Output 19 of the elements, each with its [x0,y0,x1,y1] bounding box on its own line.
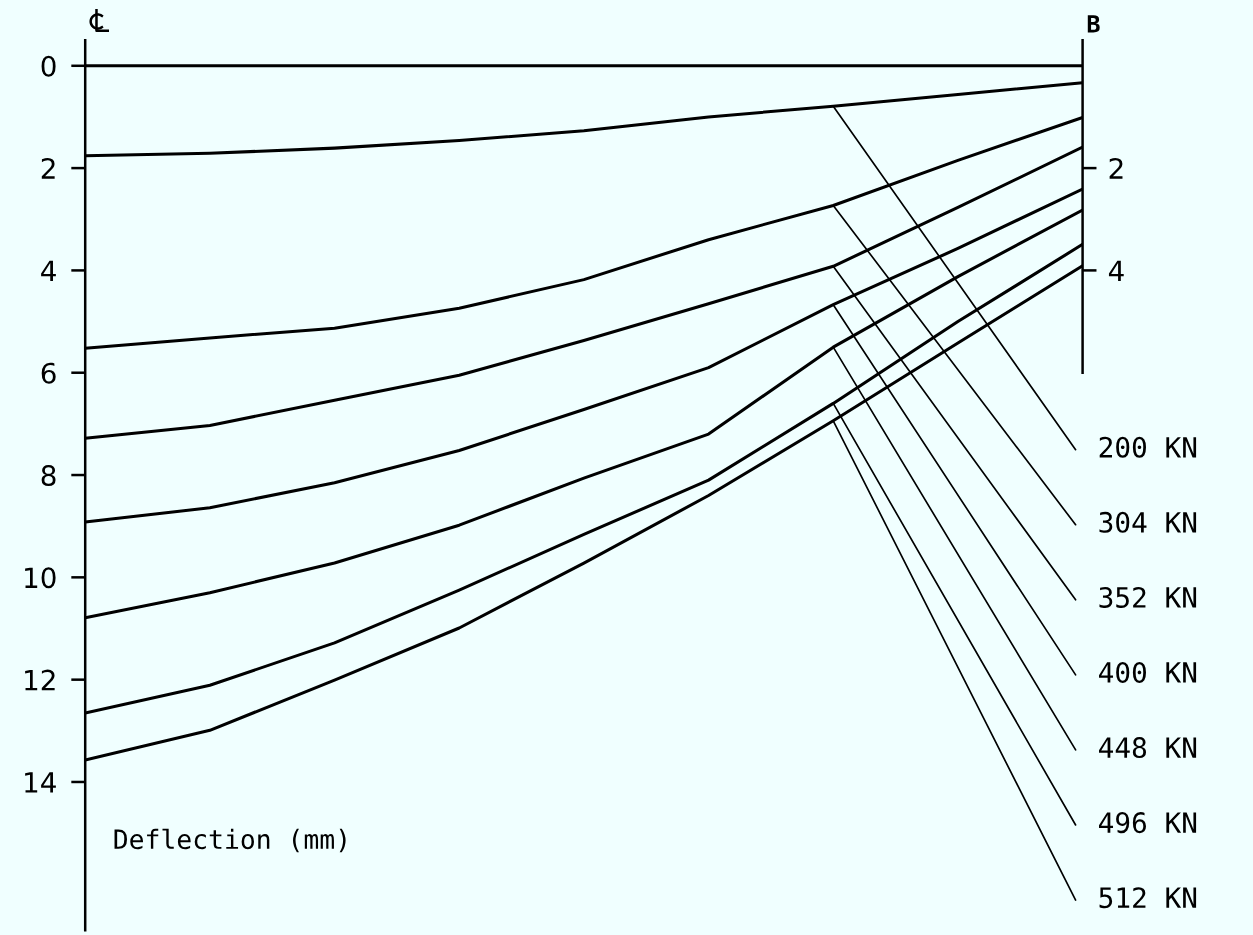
y-tick-label: 14 [25,772,56,793]
text: 512 KN [1099,887,1197,909]
text: 304 KN [1099,511,1197,533]
y-tick-label: 4 [41,260,56,281]
y-tick-label: 2 [41,158,55,179]
y-tick-label: 12 [25,669,55,691]
y2-tick-label: 2 [1109,158,1123,179]
y-tick-label: 6 [41,362,56,384]
y-tick-label: 0 [41,55,56,77]
text: 400 KN [1099,661,1197,683]
y-tick-label: 10 [25,567,56,589]
text: 448 KN [1099,737,1197,759]
text: 200 KN [1099,436,1197,458]
text: 496 KN [1099,812,1197,834]
annotation: Deflection (mm) [114,828,346,853]
text: B [1087,15,1100,33]
y-tick-label: 8 [41,464,56,486]
text: 352 KN [1099,586,1197,608]
y2-tick-label: 4 [1108,260,1124,281]
